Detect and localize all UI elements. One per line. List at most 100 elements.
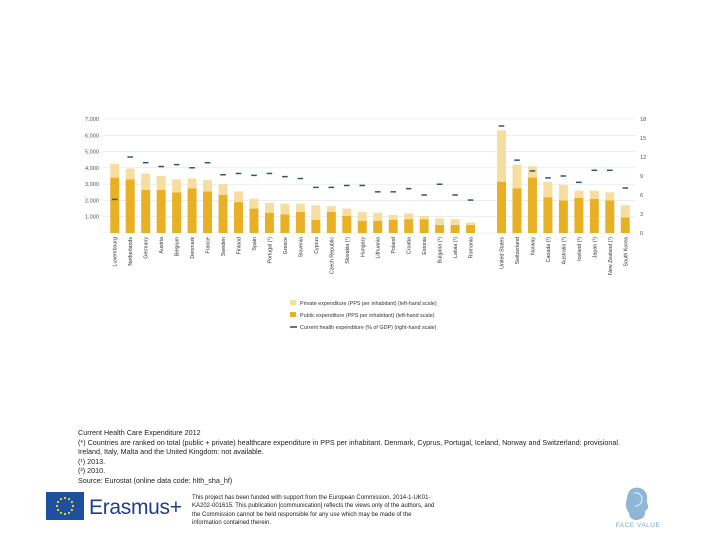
category-label: Luxembourg: [113, 237, 119, 266]
category-label: South Korea: [623, 237, 629, 267]
bar-private: [357, 211, 367, 221]
bar-public: [543, 197, 553, 233]
bar-public: [141, 189, 151, 233]
bar-public: [110, 177, 120, 233]
bar-private: [311, 205, 321, 220]
legend-label: Private expenditure (PPS per inhabitant)…: [300, 301, 437, 307]
bar-private: [141, 173, 151, 190]
category-label: Greece: [283, 237, 289, 254]
bar-private: [404, 213, 414, 220]
category-label: Estonia: [422, 237, 428, 255]
category-label: Japan (¹): [592, 237, 598, 258]
bar-public: [450, 224, 460, 233]
bar-public: [620, 217, 630, 233]
bar-private: [435, 218, 445, 225]
right-tick-label: 18: [640, 117, 646, 123]
bar-public: [527, 177, 537, 233]
bar-public: [373, 220, 383, 233]
caption-note: Ireland, Italy, Malta and the United Kin…: [78, 447, 264, 457]
bar-private: [512, 164, 522, 189]
bar-private: [326, 206, 336, 212]
caption-note: (*) Countries are ranked on total (publi…: [78, 437, 620, 447]
erasmus-logo-text: Erasmus+: [89, 496, 182, 519]
category-label: Austria: [159, 237, 165, 254]
bar-private: [187, 178, 197, 189]
bar-public: [419, 219, 429, 233]
bar-public: [558, 200, 568, 233]
face-value-logo: FACE VALUE: [612, 484, 664, 532]
eu-star-icon: [56, 508, 60, 512]
bar-public: [172, 192, 182, 233]
eu-star-icon: [56, 500, 60, 504]
category-label: Denmark: [190, 237, 196, 259]
bar-public: [497, 181, 506, 233]
bar-private: [605, 192, 615, 201]
bar-private: [280, 203, 290, 215]
left-tick-label: 5,000: [85, 150, 99, 156]
category-label: Poland: [391, 237, 397, 254]
category-label: Switzerland: [515, 237, 521, 264]
right-tick-label: 6: [640, 193, 643, 199]
funding-disclaimer: This project has been funded with suppor…: [192, 495, 435, 526]
bar-private: [497, 130, 506, 182]
eu-flag-icon: [46, 492, 84, 520]
bar-private: [249, 198, 259, 209]
left-tick-label: 1,000: [85, 215, 99, 221]
legend-swatch: [290, 312, 296, 317]
bar-private: [203, 180, 213, 192]
bar-private: [558, 184, 568, 201]
right-tick-label: 12: [640, 155, 646, 161]
category-label: Bulgaria (¹): [438, 237, 444, 263]
eu-star-icon: [59, 511, 63, 515]
face-value-head-icon: [625, 487, 649, 520]
bar-private: [419, 215, 429, 220]
eu-star-icon: [59, 497, 63, 501]
gdp-share-markers: [111, 125, 629, 201]
bar-private: [466, 222, 476, 225]
bar-public: [435, 224, 445, 233]
bar-private: [264, 202, 274, 213]
right-axis-ticks: 0 3 6 9 12 15 18: [640, 117, 646, 237]
category-label: Slovakia (¹): [345, 237, 351, 264]
figure-caption: Current Health Care Expenditure 2012 (*)…: [78, 428, 678, 486]
right-tick-label: 9: [640, 174, 643, 180]
caption-source: Source: Eurostat (online data code: hlth…: [78, 475, 233, 485]
category-label: Portugal (¹): [267, 237, 273, 264]
right-tick-label: 15: [640, 136, 646, 142]
caption-note: (²) 2010.: [78, 466, 106, 476]
bar-private: [527, 166, 537, 178]
bar-private: [342, 208, 352, 216]
eu-star-icon: [67, 497, 71, 501]
category-label: Romania: [469, 237, 475, 258]
category-label: Norway: [530, 237, 536, 255]
bar-public: [187, 188, 197, 233]
right-tick-label: 0: [640, 231, 643, 237]
bar-public: [264, 212, 274, 233]
category-label: France: [206, 237, 212, 254]
legend-swatch: [290, 300, 296, 305]
bar-private: [110, 163, 120, 178]
bar-private: [373, 212, 383, 221]
face-value-text: FACE VALUE: [615, 522, 661, 529]
bar-public: [203, 191, 213, 233]
bar-public: [156, 189, 166, 233]
caption-title: Current Health Care Expenditure 2012: [78, 428, 201, 437]
bar-private: [450, 219, 460, 225]
category-label: Belgium: [175, 236, 181, 256]
category-label: Czech Republic: [329, 237, 335, 274]
eu-star-icon: [70, 500, 74, 504]
left-tick-label: 6,000: [85, 133, 99, 139]
bar-private: [589, 190, 599, 199]
category-label: Sweden: [221, 237, 227, 256]
left-tick-label: 7,000: [85, 117, 99, 123]
category-label: Cyprus: [314, 237, 320, 254]
category-label: New Zealand (¹): [608, 237, 614, 275]
legend-label: Current health expenditure (% of GDP) (r…: [300, 325, 437, 331]
category-label: Hungary: [360, 237, 366, 257]
bar-public: [280, 214, 290, 233]
bar-public: [388, 219, 398, 233]
legend-label: Public expenditure (PPS per inhabitant) …: [300, 313, 435, 319]
bar-public: [589, 198, 599, 233]
bar-private: [574, 190, 584, 198]
left-tick-label: 2,000: [85, 198, 99, 204]
